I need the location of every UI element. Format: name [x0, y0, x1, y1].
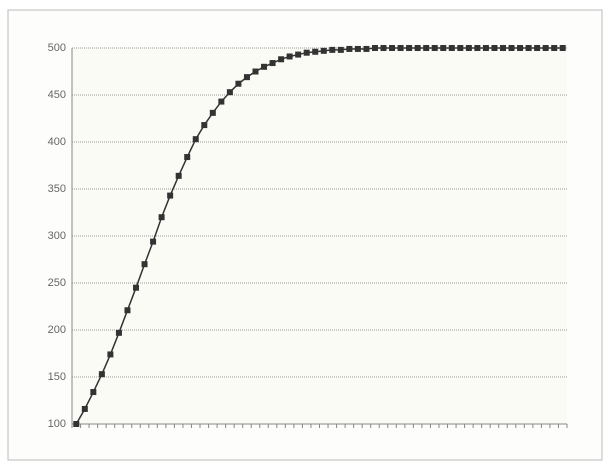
marker — [329, 46, 336, 53]
marker — [303, 49, 310, 56]
marker — [98, 371, 105, 378]
marker — [406, 45, 413, 51]
marker — [235, 80, 242, 87]
marker — [559, 45, 566, 51]
marker — [482, 45, 489, 51]
marker — [107, 351, 114, 358]
marker — [218, 98, 225, 105]
marker — [457, 45, 464, 51]
marker — [278, 56, 285, 63]
marker — [243, 74, 250, 81]
marker — [133, 284, 140, 291]
marker — [175, 172, 182, 179]
marker — [423, 45, 430, 51]
marker — [465, 45, 472, 51]
y-tick-label: 500 — [48, 42, 66, 54]
marker — [192, 136, 199, 143]
marker — [499, 45, 506, 51]
marker — [542, 45, 549, 51]
marker — [141, 261, 148, 268]
marker — [124, 307, 131, 314]
y-tick-label: 300 — [48, 230, 66, 242]
marker — [286, 53, 293, 60]
marker — [525, 45, 532, 51]
marker — [354, 45, 361, 52]
marker — [81, 405, 88, 412]
marker — [115, 329, 122, 336]
marker — [209, 109, 216, 116]
marker — [261, 63, 268, 70]
marker — [201, 122, 208, 129]
y-tick-label: 400 — [48, 136, 66, 148]
series-line — [75, 47, 563, 425]
marker — [320, 47, 327, 54]
marker — [337, 46, 344, 53]
marker — [184, 154, 191, 161]
y-tick-label: 150 — [48, 371, 66, 383]
marker — [551, 45, 558, 51]
marker — [346, 45, 353, 52]
marker — [380, 45, 387, 51]
marker — [397, 45, 404, 51]
marker — [158, 214, 165, 221]
marker — [431, 45, 438, 51]
y-tick-label: 450 — [48, 89, 66, 101]
marker — [363, 45, 370, 52]
marker — [491, 45, 498, 51]
marker — [440, 45, 447, 51]
marker — [389, 45, 396, 51]
marker — [517, 45, 524, 51]
marker — [508, 45, 515, 51]
marker — [226, 89, 233, 96]
marker — [73, 421, 80, 427]
marker — [269, 60, 276, 67]
y-tick-label: 350 — [48, 183, 66, 195]
marker — [371, 45, 378, 51]
marker — [474, 45, 481, 51]
marker — [448, 45, 455, 51]
marker — [414, 45, 421, 51]
y-tick-label: 200 — [48, 324, 66, 336]
marker — [295, 51, 302, 58]
marker — [534, 45, 541, 51]
marker — [252, 68, 259, 75]
y-tick-label: 100 — [48, 418, 66, 430]
marker — [312, 48, 319, 55]
y-tick-label: 250 — [48, 277, 66, 289]
marker — [167, 192, 174, 199]
marker — [150, 238, 157, 245]
marker — [90, 389, 97, 396]
